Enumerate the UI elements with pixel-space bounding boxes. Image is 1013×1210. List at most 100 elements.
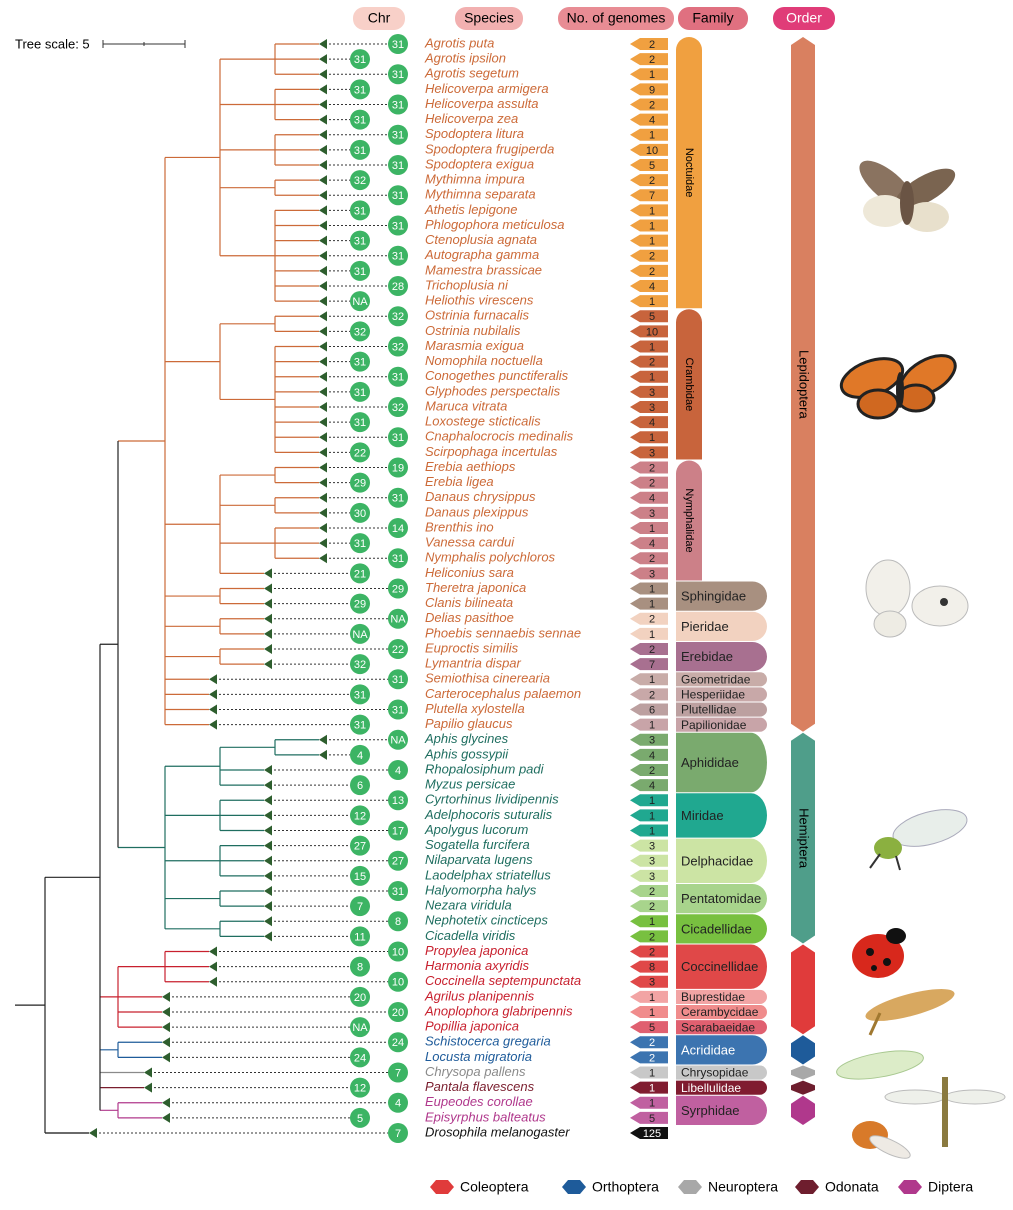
genome-tag	[630, 1111, 668, 1124]
genome-tag	[630, 249, 668, 262]
chr-badge	[350, 472, 370, 493]
chr-badge	[388, 911, 408, 932]
chr-count: 31	[354, 205, 366, 217]
family-label: Coccinellidae	[681, 959, 758, 974]
chr-badge	[388, 215, 408, 236]
legend-label: Diptera	[928, 1179, 973, 1195]
genome-tag	[630, 1006, 668, 1018]
genome-count: 2	[649, 946, 655, 958]
moth-illustration	[859, 160, 956, 232]
chr-count: 31	[392, 372, 404, 384]
genome-count: 6	[649, 704, 655, 716]
chr-count: 4	[395, 765, 401, 777]
header-pill	[558, 7, 674, 30]
genome-count: 3	[649, 735, 655, 747]
chr-badge	[350, 986, 370, 1007]
leaf-marker	[319, 371, 327, 382]
genome-count: 2	[649, 251, 655, 263]
genome-tag	[630, 1096, 668, 1109]
ladybird-illustration	[852, 928, 906, 978]
genome-count: 9	[649, 84, 655, 96]
chr-badge	[350, 79, 370, 100]
chr-count: 32	[392, 341, 404, 353]
chr-badge	[388, 124, 408, 145]
chr-count: 31	[392, 99, 404, 111]
chr-badge	[388, 578, 408, 599]
chr-badge	[350, 744, 370, 765]
species-name: Chrysopa pallens	[425, 1064, 526, 1079]
genome-tag	[630, 143, 668, 156]
genome-tag	[630, 204, 668, 217]
grasshopper-illustration	[865, 989, 955, 1036]
genome-tag	[630, 960, 668, 973]
chr-count: 7	[395, 1128, 401, 1140]
genome-count: 4	[649, 538, 655, 550]
genome-tag	[630, 900, 668, 913]
family-label: Aphididae	[681, 755, 739, 770]
genome-tag	[630, 506, 668, 519]
genome-tag	[630, 53, 668, 66]
chr-count: 31	[392, 130, 404, 142]
family-label: Syrphidae	[681, 1103, 740, 1118]
species-name: Eupeodes corollae	[425, 1094, 533, 1109]
chr-badge	[388, 669, 408, 690]
family-shape	[676, 838, 767, 883]
genome-count: 1	[649, 220, 655, 232]
chr-badge	[350, 775, 370, 796]
leaf-marker	[319, 281, 327, 291]
genome-tag	[630, 854, 668, 867]
chr-badge	[388, 94, 408, 115]
genome-tag	[630, 174, 668, 187]
species-name: Agrilus planipennis	[424, 988, 535, 1003]
genome-tag	[630, 355, 668, 368]
chr-count: NA	[390, 735, 406, 747]
species-name: Delias pasithoe	[425, 610, 514, 625]
genome-tag	[630, 38, 668, 50]
genome-count: 2	[649, 765, 655, 777]
header-species: Species	[464, 10, 514, 26]
chr-count: NA	[390, 614, 406, 626]
genome-count: 2	[649, 54, 655, 66]
leaf-marker	[264, 825, 272, 836]
genome-count: 2	[649, 886, 655, 898]
leaf-marker	[264, 795, 272, 806]
family-shape	[676, 37, 702, 309]
leaf-marker	[319, 235, 327, 246]
header-genomes: No. of genomes	[567, 10, 666, 26]
chr-count: 4	[395, 1098, 401, 1110]
family-label: Crambidae	[683, 357, 695, 411]
genome-count: 1	[649, 720, 655, 732]
chr-count: 32	[354, 175, 366, 187]
species-name: Harmonia axyridis	[425, 958, 530, 973]
leaf-marker	[319, 39, 327, 49]
genome-count: 3	[649, 447, 655, 459]
chr-badge	[350, 139, 370, 160]
genome-count: 2	[649, 39, 655, 51]
tree	[15, 39, 388, 1138]
genome-tag	[630, 401, 668, 413]
legend-swatch	[562, 1180, 586, 1194]
chr-count: 29	[354, 478, 366, 490]
species-name: Lymantria dispar	[425, 656, 522, 671]
species-name: Nezara viridula	[425, 898, 512, 913]
chr-badge	[388, 760, 408, 780]
legend-label: Coleoptera	[460, 1179, 529, 1195]
genome-count: 2	[649, 266, 655, 278]
species-name: Marasmia exigua	[425, 338, 524, 353]
header-pill	[678, 7, 748, 30]
genome-count: 1	[649, 1083, 655, 1095]
chr-count: 31	[392, 674, 404, 686]
chr-badge	[388, 427, 408, 448]
chr-badge	[350, 291, 370, 312]
leaf-marker	[319, 311, 327, 322]
chr-badge	[388, 185, 408, 206]
chr-count: 28	[392, 281, 404, 293]
species-name: Episyrphus balteatus	[425, 1109, 546, 1124]
order-label: Hemiptera	[797, 808, 812, 869]
chr-badge	[388, 155, 408, 175]
family-label: Papilionidae	[681, 718, 747, 732]
chr-count: 31	[392, 704, 404, 716]
species-name: Aphis glycines	[424, 731, 509, 746]
family-shape	[676, 581, 768, 611]
